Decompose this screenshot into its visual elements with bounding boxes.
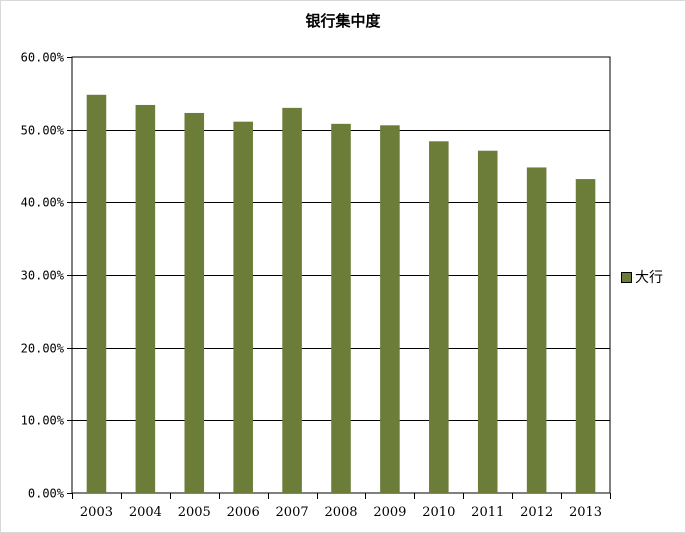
bar-2003	[86, 94, 107, 493]
legend: 大行	[621, 267, 663, 287]
x-tick-label: 2011	[471, 505, 504, 520]
bar-2012	[526, 167, 547, 493]
legend-swatch	[621, 271, 632, 283]
bar-2004	[135, 104, 156, 494]
x-tick-label: 2005	[178, 505, 211, 520]
y-tick-label: 10.00%	[21, 414, 65, 428]
y-tick-label: 20.00%	[21, 342, 65, 356]
y-tick-label: 30.00%	[21, 269, 65, 283]
x-tick-label: 2008	[324, 505, 357, 520]
x-tick-label: 2003	[80, 505, 113, 520]
x-tick-label: 2013	[569, 505, 602, 520]
chart-title: 银行集中度	[305, 12, 381, 30]
bar-2007	[282, 107, 302, 493]
x-tick-label: 2010	[422, 505, 455, 520]
bar-2010	[429, 141, 449, 493]
legend-label: 大行	[635, 270, 663, 286]
x-tick-label: 2009	[373, 505, 406, 520]
bar-2011	[477, 150, 498, 494]
bar-2013	[575, 179, 596, 493]
bar-2006	[233, 121, 253, 493]
x-tick-label: 2004	[129, 505, 162, 520]
y-tick-label: 40.00%	[21, 196, 65, 210]
x-tick-label: 2006	[227, 505, 260, 520]
bar-2009	[380, 125, 400, 493]
x-tick-label: 2012	[520, 505, 553, 520]
y-tick-label: 0.00%	[28, 487, 65, 501]
x-tick-label: 2007	[276, 505, 309, 520]
y-tick-label: 60.00%	[21, 51, 65, 65]
bar-2005	[184, 112, 205, 493]
bar-2008	[331, 123, 351, 493]
y-tick-label: 50.00%	[21, 124, 65, 138]
